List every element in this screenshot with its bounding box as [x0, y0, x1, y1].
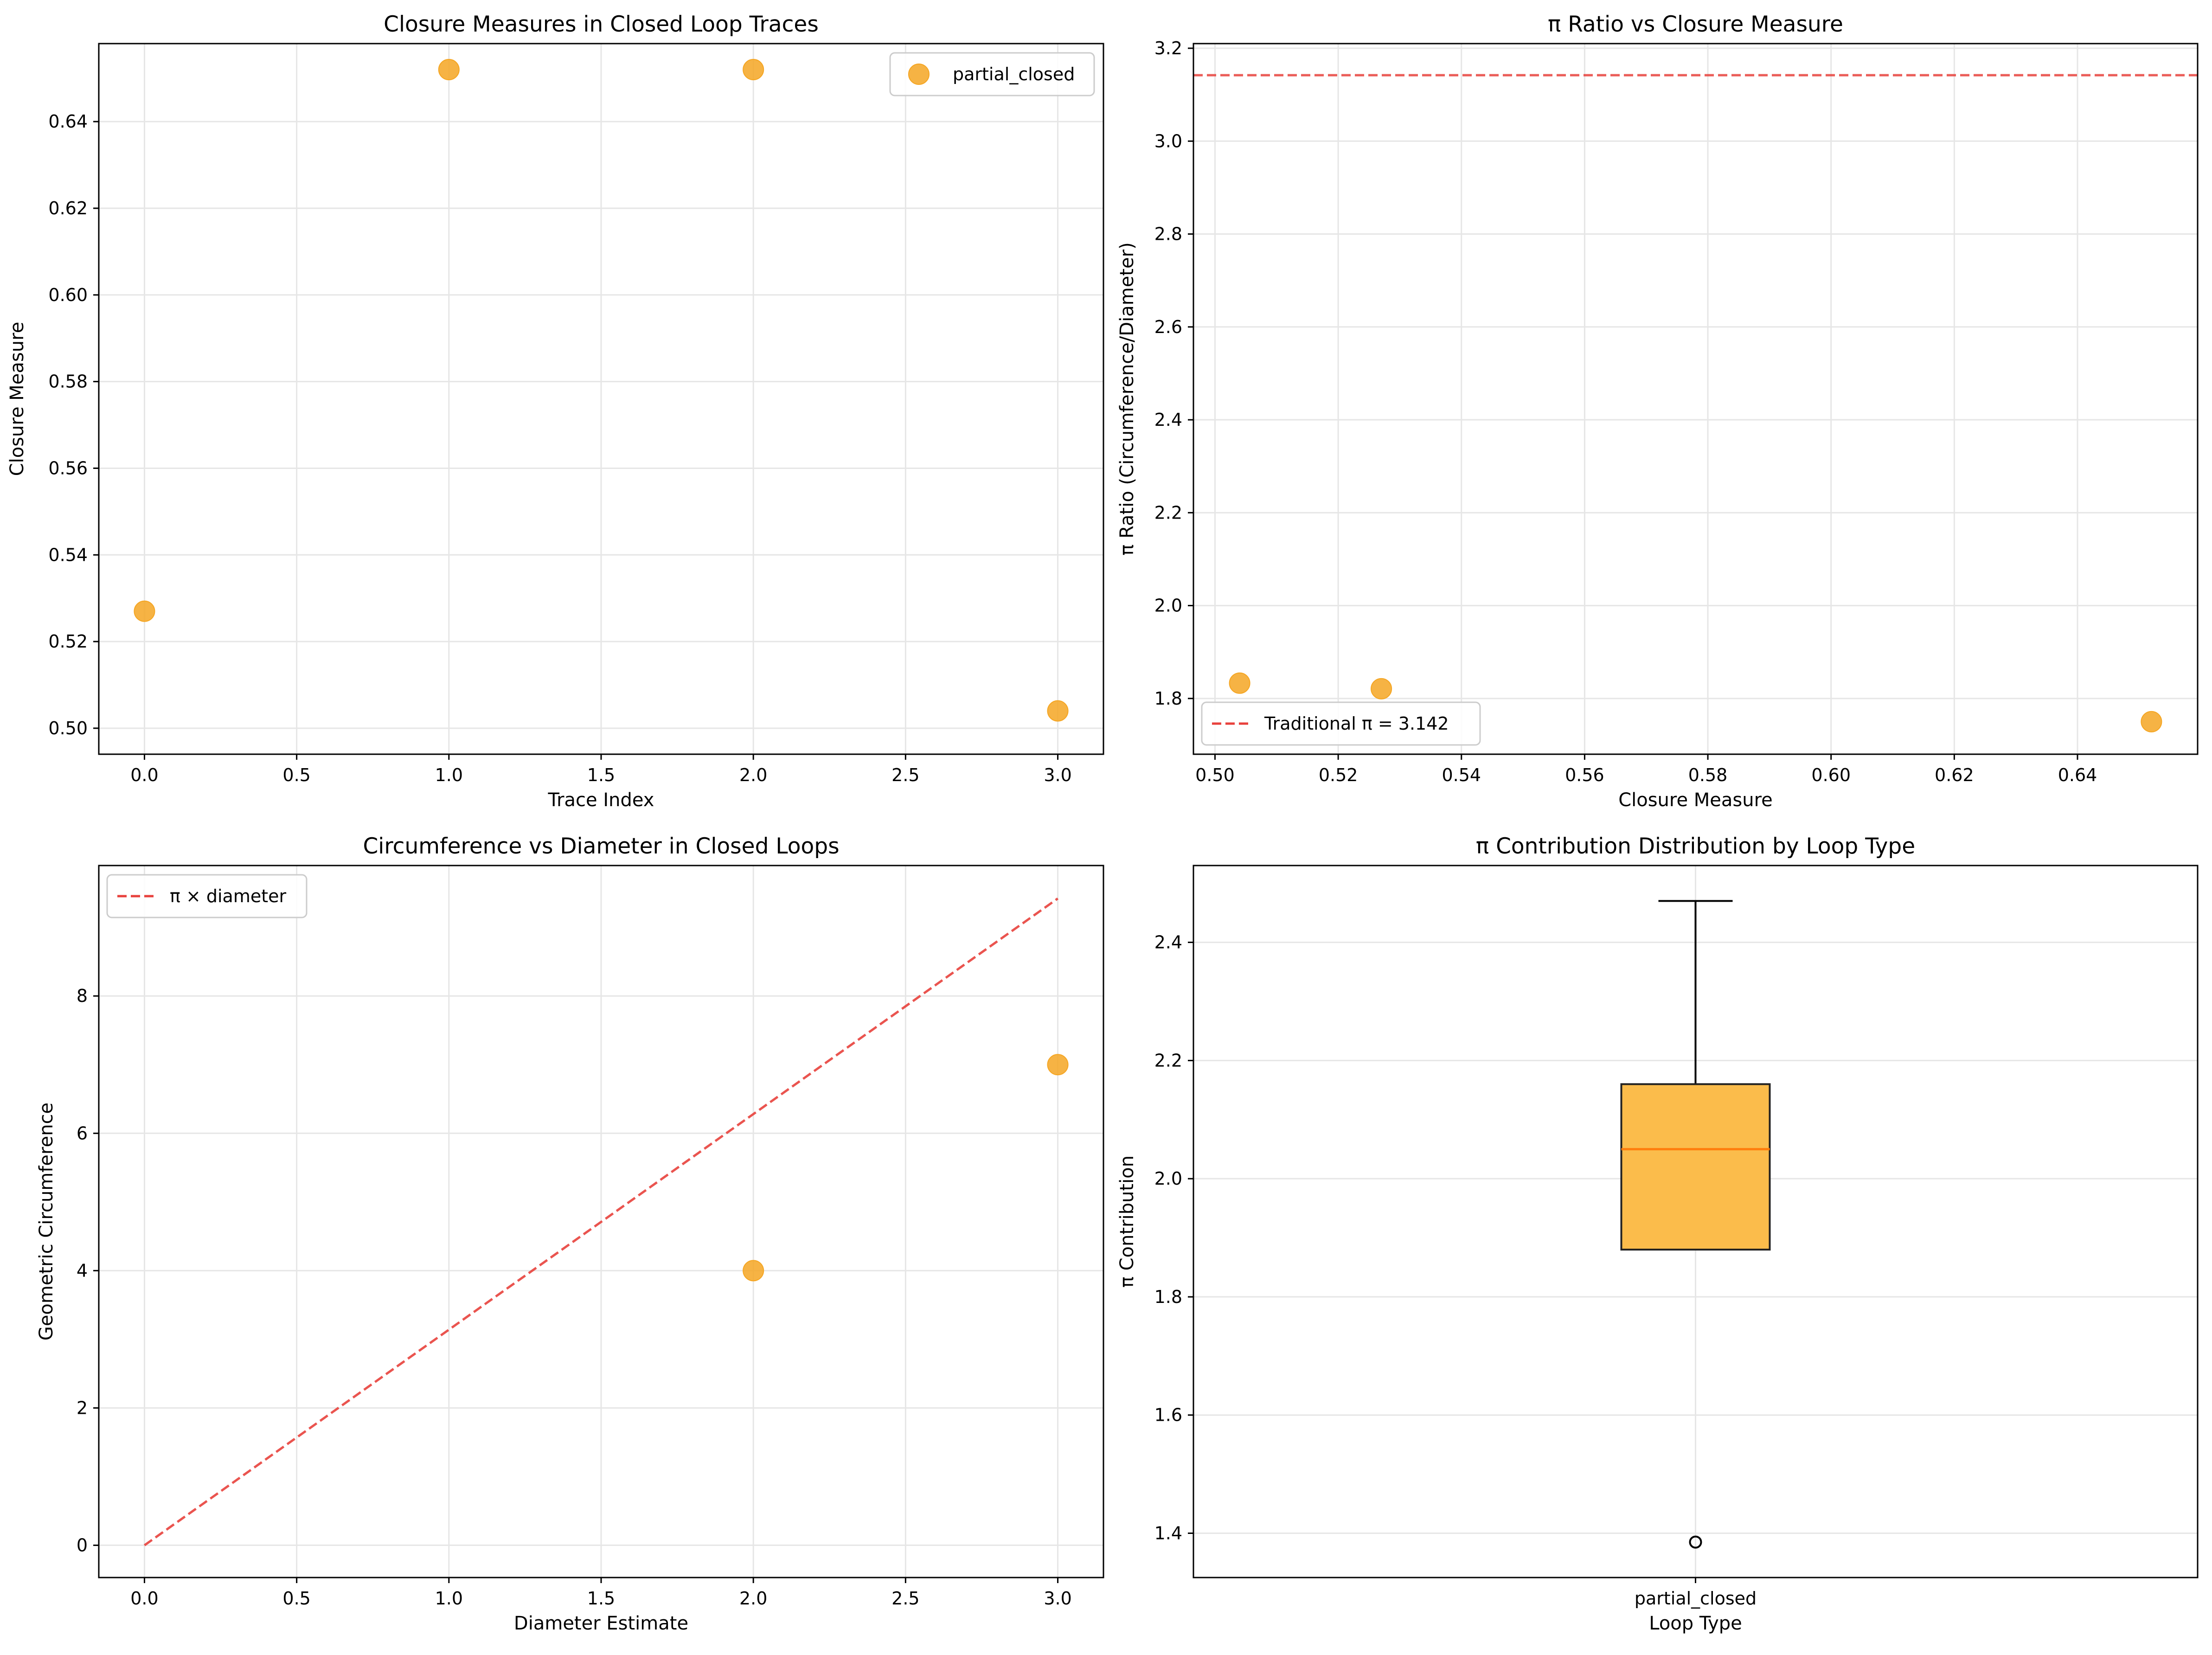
legend-label: partial_closed — [953, 64, 1075, 84]
x-axis-label: Diameter Estimate — [514, 1613, 688, 1634]
x-tick-label: 0.56 — [1565, 765, 1604, 785]
x-tick-label: 0.5 — [282, 765, 310, 785]
y-tick-label: 0.60 — [48, 285, 88, 305]
legend-marker — [908, 64, 930, 85]
axes-frame — [1193, 43, 2199, 755]
y-tick-label: 0.52 — [48, 631, 88, 652]
x-tick-label: 2.5 — [891, 1588, 919, 1609]
y-tick-label: 2.4 — [1154, 932, 1182, 953]
chart-title: π Contribution Distribution by Loop Type — [1476, 834, 1915, 859]
y-tick-label: 6 — [77, 1123, 88, 1143]
x-tick-label: 2.0 — [739, 1588, 767, 1609]
x-tick-label: 3.0 — [1044, 1588, 1071, 1609]
y-tick-label: 4 — [77, 1260, 88, 1281]
data-point — [438, 59, 460, 81]
data-point — [2141, 711, 2162, 732]
chart-title: Circumference vs Diameter in Closed Loop… — [363, 834, 839, 859]
x-tick-label: 0.0 — [130, 765, 158, 785]
y-tick-label: 8 — [77, 986, 88, 1006]
y-tick-label: 3.2 — [1154, 38, 1182, 58]
y-tick-label: 0.58 — [48, 372, 88, 392]
x-tick-label: 0.58 — [1688, 765, 1728, 785]
data-point — [1229, 672, 1250, 694]
y-tick-label: 0 — [77, 1535, 88, 1555]
closure-measures-panel: 0.0 0.5 1.0 1.5 2.0 2.5 3.0 0.50 0.52 0.54 0.56 0.5… — [6, 12, 1104, 811]
y-axis-label: π Ratio (Circumference/Diameter) — [1116, 242, 1138, 555]
x-axis-label: Trace Index — [548, 789, 654, 811]
x-tick-label: 0.62 — [1935, 765, 1974, 785]
y-tick-label: 2.0 — [1154, 1168, 1182, 1189]
chart-title: π Ratio vs Closure Measure — [1548, 12, 1843, 37]
x-axis-label: Closure Measure — [1618, 789, 1773, 811]
x-tick-label: 0.54 — [1442, 765, 1481, 785]
pi-contribution-panel: partial_closed 1.4 1.6 1.8 2.0 2.2 2.4 π Contri… — [1116, 834, 2199, 1634]
y-tick-label: 0.56 — [48, 458, 88, 478]
chart-title: Closure Measures in Closed Loop Traces — [384, 12, 819, 37]
legend-label: Traditional π = 3.142 — [1264, 713, 1449, 734]
y-tick-label: 1.6 — [1154, 1405, 1182, 1425]
y-tick-label: 1.8 — [1154, 688, 1182, 709]
circumference-panel: 0.0 0.5 1.0 1.5 2.0 2.5 3.0 0 2 4 6 8 Circumference … — [36, 834, 1104, 1634]
x-tick-label: 0.52 — [1319, 765, 1358, 785]
x-tick-label: 0.50 — [1195, 765, 1235, 785]
x-axis-label: Loop Type — [1649, 1613, 1742, 1634]
x-tick-label: 0.0 — [130, 1588, 158, 1609]
y-tick-label: 0.50 — [48, 718, 88, 738]
legend: partial_closed — [889, 52, 1095, 96]
y-tick-label: 1.4 — [1154, 1523, 1182, 1543]
data-point — [743, 1260, 764, 1282]
x-tick-label: 1.5 — [587, 1588, 615, 1609]
y-tick-label: 2.6 — [1154, 317, 1182, 337]
y-axis-label: Geometric Circumference — [36, 1103, 57, 1341]
outlier-point — [1689, 1535, 1702, 1549]
y-tick-label: 1.8 — [1154, 1287, 1182, 1307]
y-tick-label: 2 — [77, 1398, 88, 1418]
guide-line — [144, 898, 1058, 1546]
legend-frame — [1201, 701, 1481, 746]
legend-label: π × diameter — [170, 886, 287, 906]
x-tick-label: 0.64 — [2058, 765, 2097, 785]
x-tick-label: 1.5 — [587, 765, 615, 785]
y-tick-label: 0.54 — [48, 545, 88, 565]
x-tick-label: partial_closed — [1635, 1588, 1757, 1609]
y-tick-label: 2.2 — [1154, 502, 1182, 523]
legend: Traditional π = 3.142 — [1201, 701, 1481, 746]
y-tick-label: 2.4 — [1154, 410, 1182, 430]
data-point — [134, 600, 155, 622]
legend: π × diameter — [106, 874, 308, 918]
y-axis-label: π Contribution — [1116, 1155, 1138, 1288]
y-tick-label: 2.2 — [1154, 1050, 1182, 1071]
x-tick-label: 1.0 — [435, 1588, 463, 1609]
legend-frame — [889, 52, 1095, 96]
x-tick-label: 0.60 — [1811, 765, 1851, 785]
y-tick-label: 2.8 — [1154, 224, 1182, 244]
data-point — [1047, 1054, 1069, 1076]
x-tick-label: 2.5 — [891, 765, 919, 785]
data-point — [743, 59, 764, 81]
y-tick-label: 2.0 — [1154, 596, 1182, 616]
data-point — [1047, 700, 1069, 722]
x-tick-label: 0.5 — [282, 1588, 310, 1609]
y-tick-label: 3.0 — [1154, 131, 1182, 151]
y-tick-label: 0.62 — [48, 198, 88, 218]
x-tick-label: 1.0 — [435, 765, 463, 785]
x-tick-label: 2.0 — [739, 765, 767, 785]
pi-ratio-panel: 0.50 0.52 0.54 0.56 0.58 0.60 0.62 0.64 1.8 2.0 2.… — [1116, 12, 2199, 811]
legend-frame — [106, 874, 308, 918]
data-point — [1371, 678, 1392, 699]
y-axis-label: Closure Measure — [6, 322, 28, 476]
box — [1620, 1083, 1771, 1251]
x-tick-label: 3.0 — [1044, 765, 1071, 785]
y-tick-label: 0.64 — [48, 111, 88, 132]
